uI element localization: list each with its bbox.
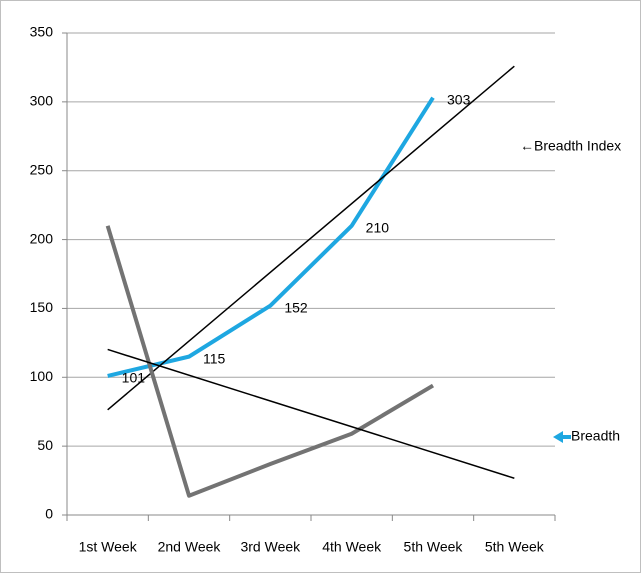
x-tick-label: 1st Week [79, 539, 138, 555]
x-tick-label: 2nd Week [158, 539, 222, 555]
x-tick-label: 4th Week [322, 539, 382, 555]
y-tick-label: 350 [30, 24, 54, 40]
x-tick-label: 5th Week [404, 539, 464, 555]
trendline [107, 348, 515, 479]
annotation-arrow [553, 431, 571, 443]
y-tick-label: 50 [37, 437, 53, 453]
x-tick-label: 5th Week [485, 539, 545, 555]
annotation: ←Breadth Index [520, 138, 621, 154]
data-label: 303 [447, 91, 471, 107]
y-tick-label: 200 [30, 230, 54, 246]
y-tick-label: 150 [30, 299, 54, 315]
data-label: 115 [203, 350, 226, 366]
x-tick-label: 3rd Week [240, 539, 301, 555]
data-label: 210 [366, 220, 390, 236]
annotation: Breadth [571, 428, 620, 444]
series-line [105, 225, 435, 498]
y-tick-label: 300 [30, 93, 54, 109]
trendline [107, 65, 515, 411]
y-tick-label: 250 [30, 161, 54, 177]
y-tick-label: 0 [45, 506, 53, 522]
data-label: 152 [284, 299, 308, 315]
y-tick-label: 100 [30, 368, 54, 384]
data-label: 101 [122, 370, 146, 386]
